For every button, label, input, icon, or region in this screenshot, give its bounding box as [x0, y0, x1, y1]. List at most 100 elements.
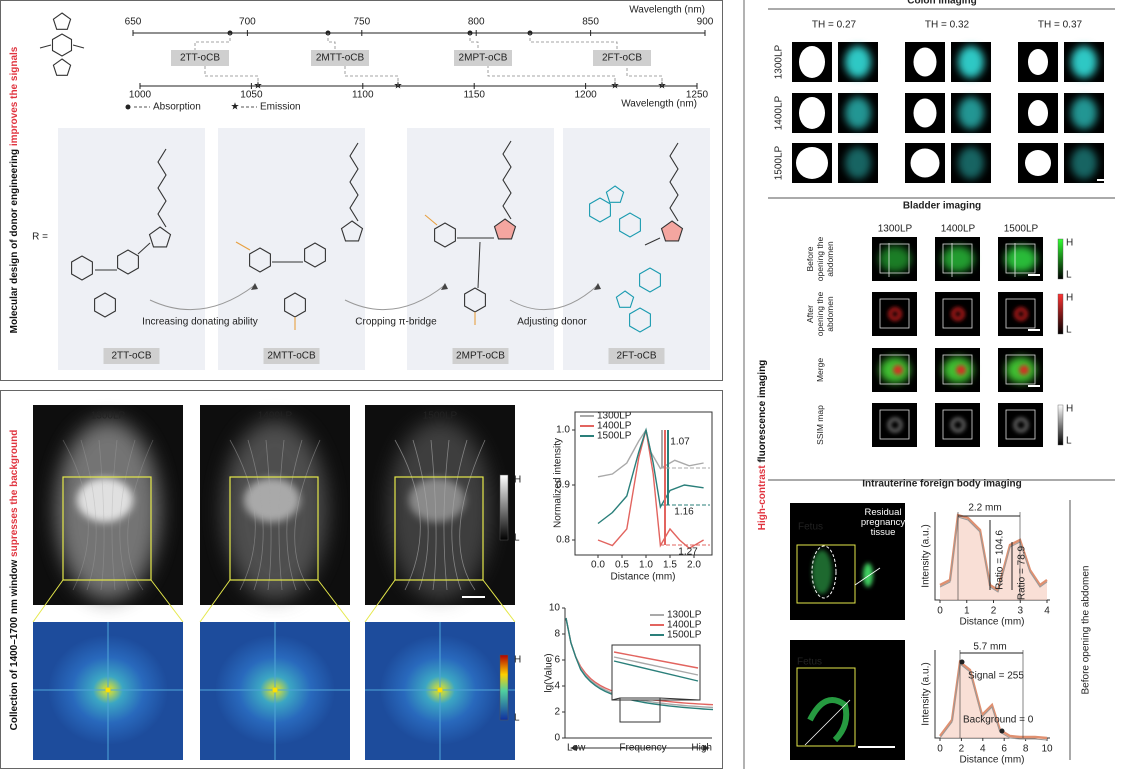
signal: [888, 307, 902, 321]
signal: [1019, 365, 1029, 375]
curve: [529, 33, 618, 50]
point: [959, 659, 965, 665]
compound-label: 2FT-oCB: [616, 351, 656, 362]
colorbar-label: L: [1066, 270, 1072, 281]
tick-label: 10: [1041, 744, 1053, 755]
line: [477, 241, 481, 289]
roi: [394, 476, 484, 581]
emission-marker: ★: [611, 81, 620, 92]
segmentation: [913, 98, 937, 128]
vessel: [459, 439, 486, 591]
profile-curve: [597, 429, 704, 550]
signal: [812, 550, 832, 594]
tick-label: 1: [964, 606, 970, 617]
ring: [629, 307, 651, 333]
signal: [888, 418, 902, 432]
section-title: Colon imaging: [907, 0, 976, 7]
vessel: [265, 439, 272, 591]
vessel: [111, 439, 118, 591]
filter-label: 1300LP: [91, 411, 126, 422]
vessel: [430, 439, 437, 591]
step-label: Adjusting donor: [517, 317, 587, 328]
step-arrow: [509, 284, 599, 311]
legend-marker: ★: [231, 102, 240, 113]
zoom-line: [32, 579, 64, 623]
ring: [52, 58, 72, 76]
tick-label: 0.9: [556, 480, 570, 491]
column-label: 1300LP: [878, 224, 913, 235]
vessel: [286, 439, 303, 591]
legend-marker: [125, 104, 131, 110]
row-label: 1300LP: [774, 44, 785, 79]
tick-label: 1000: [129, 90, 152, 101]
compound-label: 2FT-oCB: [602, 53, 642, 64]
line: [39, 44, 52, 49]
panel-a-frame: [0, 0, 723, 381]
tick-label: 6: [554, 655, 560, 666]
signal: [863, 563, 873, 587]
side-title: Collection of 1400–1700 nm window supres…: [9, 430, 20, 731]
ratio-label: 1.07: [670, 437, 690, 448]
line: [137, 242, 151, 255]
roi: [942, 409, 973, 440]
ring: [117, 249, 139, 275]
ring: [51, 33, 73, 57]
axis-label: lg(Value): [544, 653, 555, 692]
side-title: Molecular design of donor engineering im…: [9, 46, 20, 333]
tick-label: 10: [549, 603, 561, 614]
tick-label: 6: [1001, 744, 1007, 755]
ring: [148, 226, 172, 248]
bladder-signal: [77, 478, 133, 522]
vessel: [62, 439, 89, 591]
side-title-part: improves the signals: [9, 46, 20, 146]
axis-label: Frequency: [619, 743, 666, 754]
card: [218, 128, 365, 370]
colorbar-label: H: [1066, 404, 1073, 415]
tick-label: 1100: [352, 90, 374, 101]
line: [854, 567, 881, 586]
compound-label: 2MTT-oCB: [267, 351, 316, 362]
compound-label: 2MPT-oCB: [459, 53, 508, 64]
axis-label: Distance (mm): [610, 572, 675, 583]
curve: [194, 33, 231, 50]
legend-label: 1400LP: [667, 620, 702, 631]
ring: [249, 247, 271, 273]
side-title-part: fluorescence imaging: [757, 360, 768, 466]
annotation: Signal = 255: [968, 671, 1024, 682]
roi: [942, 354, 973, 385]
row-label: After opening the abdomen: [805, 291, 835, 337]
curve: [626, 66, 663, 86]
axis-label: Wavelength (nm): [621, 99, 697, 110]
curve: [327, 33, 336, 50]
area: [940, 662, 1047, 738]
ring: [340, 220, 364, 242]
legend-label: 1500LP: [597, 431, 632, 442]
ring: [493, 218, 517, 240]
colorbar: [1057, 293, 1064, 335]
compound-label: 2TT-oCB: [180, 53, 220, 64]
compound-tag: [608, 348, 665, 364]
annotation: Ratio = 104.6: [995, 530, 1006, 590]
tick-label: 900: [697, 17, 714, 28]
chain: [349, 142, 359, 222]
side-title-part: Collection of 1400–1700 nm window: [9, 557, 20, 730]
colorbar-label: H: [514, 655, 521, 666]
intrauterine-image: [790, 640, 905, 760]
axis-label: Intensity (a.u.): [921, 524, 932, 587]
threshold-label: TH = 0.37: [1038, 20, 1083, 31]
row-label: SSIM map: [815, 405, 825, 445]
compound-tag: [263, 348, 320, 364]
curve: [235, 241, 251, 251]
roi: [942, 298, 973, 329]
vessel: [278, 439, 285, 591]
vessel: [247, 439, 264, 591]
fetus-outline: [811, 545, 837, 599]
tick-label: 1.5: [663, 560, 677, 571]
arrowhead: [441, 283, 448, 290]
axis-label: Distance (mm): [959, 755, 1024, 766]
side-title-part: High-contrast: [757, 465, 768, 531]
vessel: [80, 439, 97, 591]
annotation: 2.2 mm: [968, 503, 1001, 514]
legend-label: 1400LP: [597, 421, 632, 432]
